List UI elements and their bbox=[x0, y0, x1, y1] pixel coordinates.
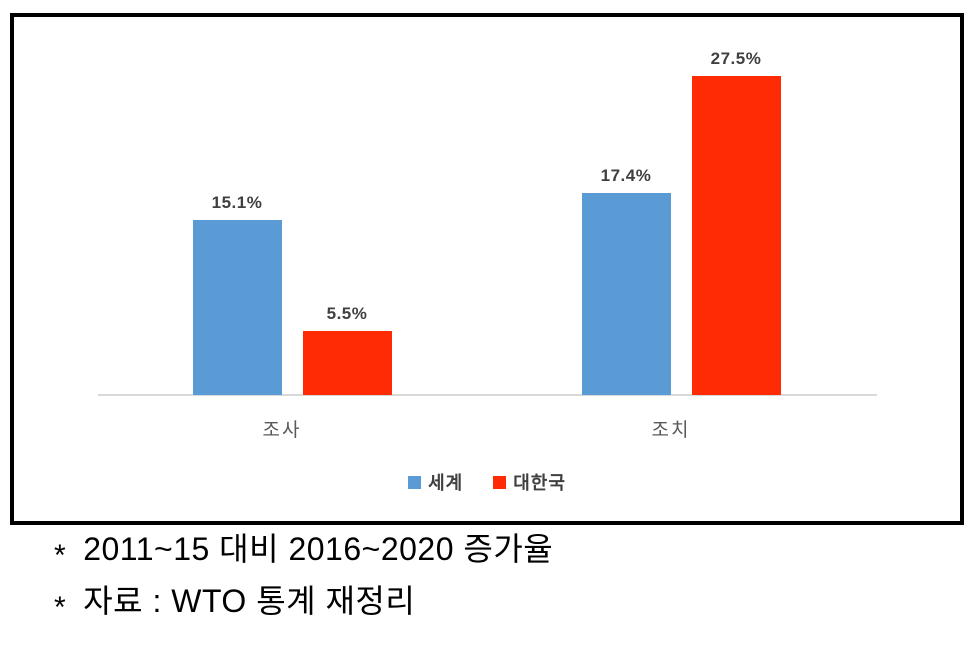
legend: 세계 대한국 bbox=[14, 469, 960, 495]
footnotes: * 2011~15 대비 2016~2020 증가율 * 자료 : WTO 통계… bbox=[54, 531, 554, 624]
legend-label: 세계 bbox=[428, 473, 464, 493]
legend-item-세계: 세계 bbox=[408, 469, 463, 495]
chart-frame: 15.1% 5.5% 조사 17.4% 27.5% 조치 세계 대한국 bbox=[10, 13, 964, 525]
legend-swatch-icon bbox=[493, 475, 507, 489]
category-label-조사: 조사 bbox=[262, 420, 302, 441]
legend-swatch-icon bbox=[408, 475, 422, 489]
x-axis-line bbox=[98, 394, 877, 396]
footnote-bullet: * bbox=[54, 539, 67, 572]
value-label-세계-조치: 17.4% bbox=[600, 166, 652, 185]
value-label-세계-조사: 15.1% bbox=[211, 193, 263, 212]
plot-area: 15.1% 5.5% 조사 17.4% 27.5% 조치 bbox=[14, 17, 960, 521]
bar-세계-조치 bbox=[581, 193, 671, 395]
bar-세계-조사 bbox=[192, 220, 282, 395]
bar-대한국-조사 bbox=[302, 331, 392, 395]
value-label-대한국-조사: 5.5% bbox=[326, 304, 368, 323]
footnote-text: 2011~15 대비 2016~2020 증가율 bbox=[83, 531, 554, 567]
footnote-line-1: * 2011~15 대비 2016~2020 증가율 bbox=[54, 531, 554, 572]
category-label-조치: 조치 bbox=[651, 420, 691, 441]
legend-item-대한국: 대한국 bbox=[493, 469, 566, 495]
footnote-line-2: * 자료 : WTO 통계 재정리 bbox=[54, 582, 553, 624]
legend-label: 대한국 bbox=[513, 473, 566, 493]
footnote-text: 자료 : WTO 통계 재정리 bbox=[83, 582, 416, 619]
footnote-bullet: * bbox=[54, 590, 67, 624]
value-label-대한국-조치: 27.5% bbox=[710, 49, 762, 68]
bar-대한국-조치 bbox=[691, 76, 781, 395]
